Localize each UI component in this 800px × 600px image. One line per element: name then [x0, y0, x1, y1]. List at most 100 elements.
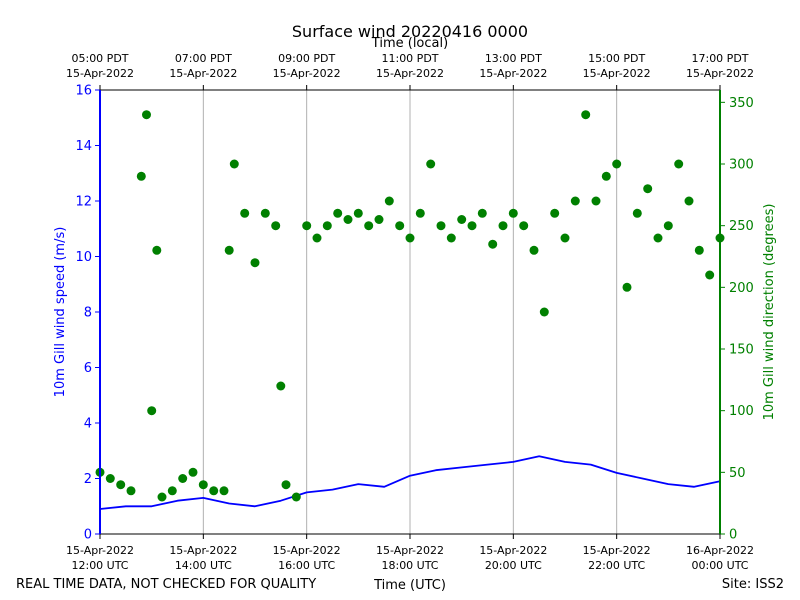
left-tick-label: 16	[75, 84, 92, 99]
wind-direction-point	[384, 196, 394, 206]
wind-direction-point	[415, 208, 425, 218]
wind-direction-point	[643, 184, 653, 194]
wind-direction-point	[322, 221, 332, 231]
right-tick-label: 350	[729, 96, 754, 111]
wind-direction-point	[632, 208, 642, 218]
wind-direction-point	[333, 208, 343, 218]
wind-direction-point	[622, 282, 632, 292]
top-axis-label: Time (local)	[371, 36, 448, 51]
right-tick-label: 250	[729, 219, 754, 234]
direction-series	[95, 110, 725, 502]
wind-direction-point	[188, 467, 198, 477]
wind-direction-point	[229, 159, 239, 169]
bottom-tick-date: 15-Apr-2022	[376, 544, 444, 557]
left-tick-label: 12	[75, 195, 92, 210]
wind-direction-point	[498, 221, 508, 231]
left-tick-label: 4	[84, 417, 92, 432]
right-tick-label: 0	[729, 528, 737, 543]
top-tick-date: 15-Apr-2022	[66, 67, 134, 80]
left-axis-label: 10m Gill wind speed (m/s)	[53, 227, 68, 398]
wind-direction-point	[560, 233, 570, 243]
wind-direction-point	[364, 221, 374, 231]
top-tick-time: 13:00 PDT	[485, 52, 542, 65]
wind-speed-line	[99, 455, 721, 510]
wind-direction-point	[343, 215, 353, 224]
right-tick-label: 150	[729, 343, 754, 358]
bottom-tick-time: 14:00 UTC	[175, 559, 232, 572]
right-axis-ticks: 0 50 100 150 200 250 300 350	[720, 96, 754, 543]
wind-direction-point	[519, 221, 529, 231]
wind-direction-point	[570, 196, 580, 206]
right-axis-label: 10m Gill wind direction (degrees)	[762, 204, 777, 421]
top-tick-date: 15-Apr-2022	[169, 67, 237, 80]
top-tick-date: 15-Apr-2022	[479, 67, 547, 80]
top-tick-time: 05:00 PDT	[71, 52, 128, 65]
wind-direction-point	[663, 221, 673, 231]
top-axis-ticks: 05:00 PDT 15-Apr-2022 07:00 PDT 15-Apr-2022…	[66, 52, 754, 90]
bottom-tick-time: 20:00 UTC	[485, 559, 542, 572]
top-tick-time: 15:00 PDT	[588, 52, 645, 65]
wind-direction-point	[126, 486, 136, 496]
wind-direction-point	[147, 406, 157, 416]
bottom-tick-date: 15-Apr-2022	[583, 544, 651, 557]
wind-direction-point	[209, 486, 219, 496]
wind-direction-point	[374, 215, 384, 224]
left-axis-ticks: 0 2 4 6 8 10 12 14 16	[75, 84, 100, 543]
wind-direction-point	[260, 208, 270, 218]
wind-direction-point	[457, 215, 467, 224]
wind-direction-point	[529, 245, 539, 255]
wind-direction-point	[302, 221, 312, 231]
wind-direction-point	[426, 159, 436, 169]
wind-direction-point	[105, 474, 115, 483]
wind-direction-point	[178, 474, 188, 483]
top-tick-time: 17:00 PDT	[691, 52, 748, 65]
wind-direction-point	[436, 221, 446, 231]
top-tick-time: 11:00 PDT	[381, 52, 438, 65]
chart-title: Surface wind 20220416 0000	[292, 22, 528, 41]
top-tick-date: 15-Apr-2022	[376, 67, 444, 80]
bottom-tick-time: 18:00 UTC	[381, 559, 438, 572]
quality-note: REAL TIME DATA, NOT CHECKED FOR QUALITY	[16, 577, 316, 592]
wind-direction-point	[312, 233, 322, 243]
right-tick-label: 200	[729, 281, 754, 296]
left-tick-label: 0	[84, 528, 92, 543]
top-tick-time: 07:00 PDT	[175, 52, 232, 65]
wind-direction-point	[539, 307, 549, 317]
wind-direction-point	[581, 110, 591, 120]
wind-direction-point	[601, 171, 611, 181]
wind-direction-point	[488, 239, 498, 249]
wind-direction-point	[694, 245, 704, 255]
top-tick-time: 09:00 PDT	[278, 52, 335, 65]
wind-direction-point	[116, 480, 126, 490]
left-tick-label: 14	[75, 139, 92, 154]
left-tick-label: 6	[84, 361, 92, 376]
speed-series	[99, 455, 721, 510]
bottom-tick-date: 15-Apr-2022	[273, 544, 341, 557]
wind-direction-point	[224, 245, 234, 255]
bottom-tick-time: 16:00 UTC	[278, 559, 335, 572]
wind-direction-point	[405, 233, 415, 243]
wind-direction-point	[152, 245, 162, 255]
bottom-axis-label: Time (UTC)	[373, 578, 446, 593]
wind-direction-point	[136, 171, 146, 181]
bottom-tick-date: 15-Apr-2022	[169, 544, 237, 557]
bottom-tick-time: 12:00 UTC	[71, 559, 128, 572]
wind-direction-point	[684, 196, 694, 206]
wind-direction-point	[240, 208, 250, 218]
wind-direction-point	[477, 208, 487, 218]
wind-direction-point	[167, 486, 177, 496]
wind-direction-point	[219, 486, 229, 496]
wind-direction-point	[271, 221, 281, 231]
bottom-tick-date: 15-Apr-2022	[66, 544, 134, 557]
bottom-tick-time: 00:00 UTC	[691, 559, 748, 572]
right-tick-label: 50	[729, 466, 746, 481]
wind-direction-point	[291, 492, 301, 502]
bottom-tick-time: 22:00 UTC	[588, 559, 645, 572]
wind-direction-point	[142, 110, 151, 120]
left-tick-label: 8	[84, 306, 92, 321]
wind-direction-point	[508, 208, 518, 218]
wind-direction-point	[250, 258, 260, 268]
wind-direction-point	[550, 208, 560, 218]
top-tick-date: 15-Apr-2022	[583, 67, 651, 80]
